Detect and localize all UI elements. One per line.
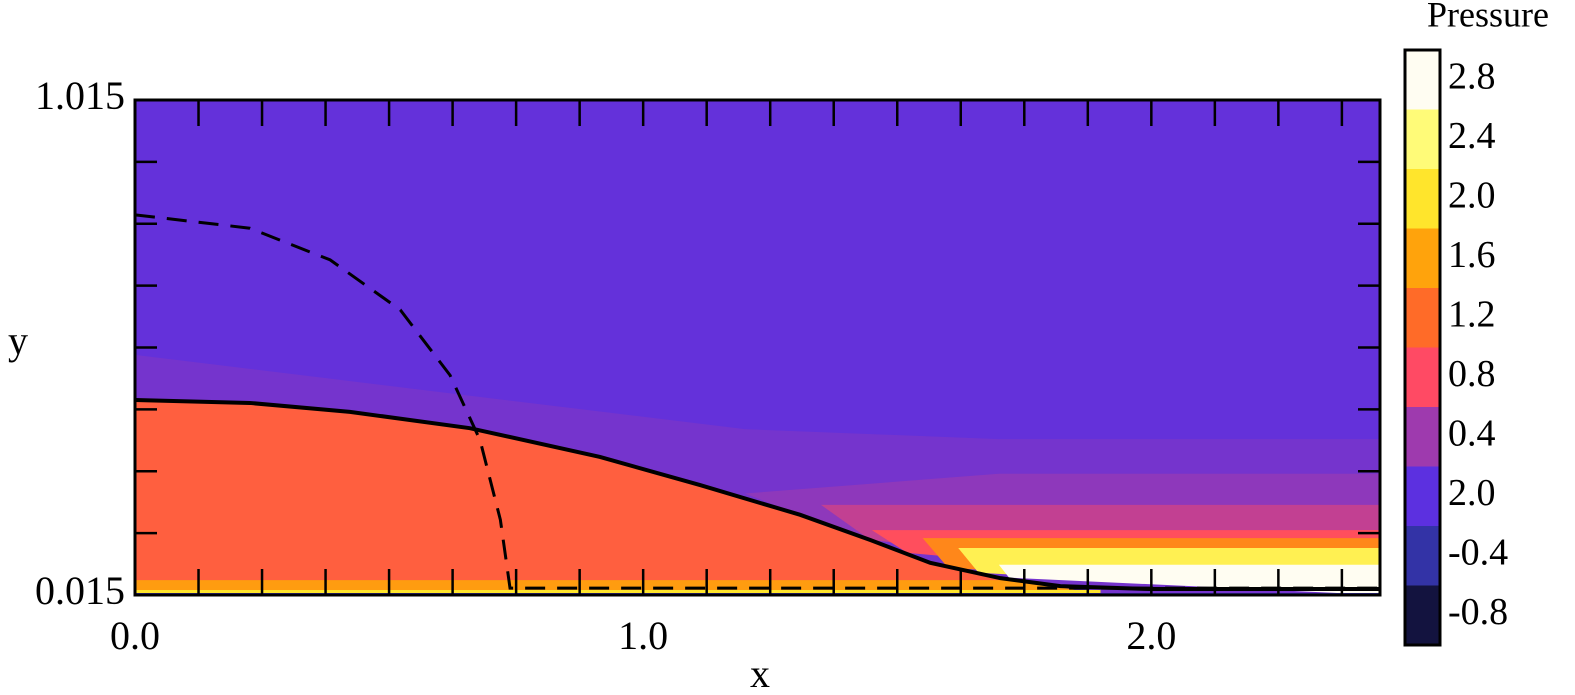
colorbar-tick-label: 1.6: [1448, 234, 1496, 276]
colorbar-segment: [1405, 466, 1440, 526]
colorbar-segment: [1405, 228, 1440, 288]
colorbar-tick-label: 2.0: [1448, 472, 1496, 514]
colorbar-segment: [1405, 407, 1440, 467]
y-tick-label: 0.015: [35, 568, 125, 613]
colorbar-tick-label: -0.4: [1448, 531, 1508, 573]
colorbar-tick-label: 0.8: [1448, 353, 1496, 395]
colorbar-tick-label: 2.8: [1448, 55, 1496, 97]
dashed-line: [135, 213, 1380, 590]
colorbar-segment: [1405, 585, 1440, 645]
y-axis-label: y: [8, 318, 28, 363]
colorbar-tick-label: 1.2: [1448, 293, 1496, 335]
field: [135, 100, 1380, 595]
x-axis-label: x: [750, 651, 770, 695]
colorbar-segment: [1405, 288, 1440, 348]
colorbar-title: Pressure: [1427, 0, 1549, 34]
x-tick-label: 0.0: [110, 613, 160, 658]
colorbar-segment: [1405, 526, 1440, 586]
colorbar-segment: [1405, 347, 1440, 407]
solid-line: [135, 397, 1380, 592]
colorbar-tick-label: 0.4: [1448, 412, 1496, 454]
colorbar-tick-label: 2.4: [1448, 115, 1496, 157]
x-tick-label: 1.0: [618, 613, 668, 658]
colorbar-frame: [1403, 48, 1442, 647]
y-tick-label: 1.015: [35, 73, 125, 118]
colorbar-segment: [1405, 109, 1440, 169]
colorbar-tick-label: -0.8: [1448, 591, 1508, 633]
colorbar-tick-label: 2.0: [1448, 174, 1496, 216]
x-tick-label: 2.0: [1126, 613, 1176, 658]
contour-region: [135, 399, 1061, 595]
colorbar-segment: [1405, 169, 1440, 229]
colorbar-segment: [1405, 50, 1440, 110]
